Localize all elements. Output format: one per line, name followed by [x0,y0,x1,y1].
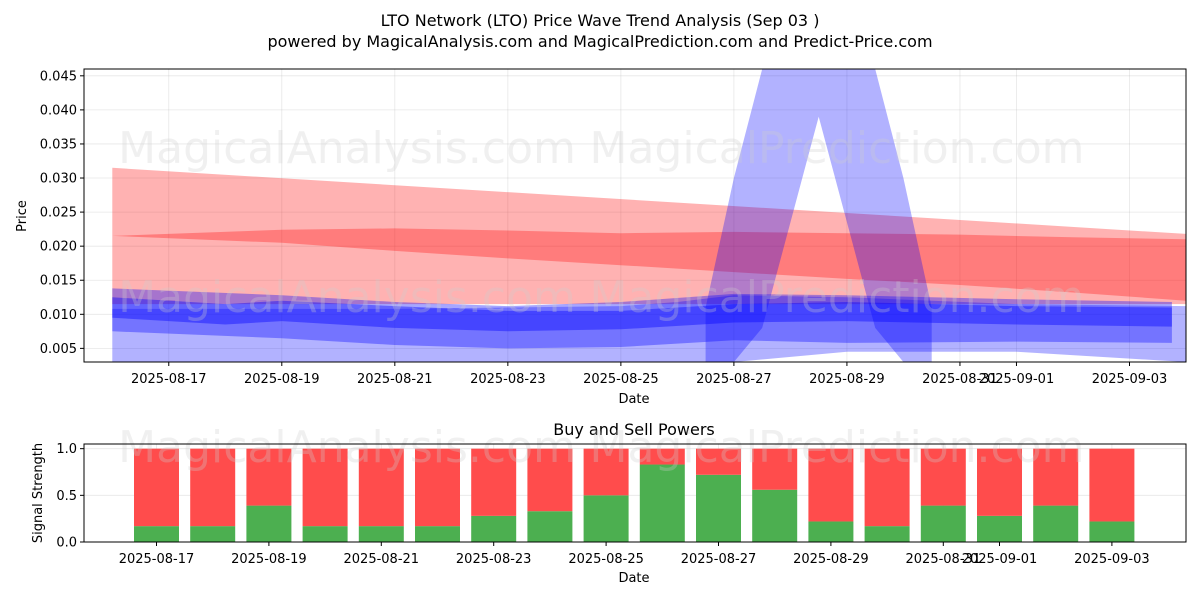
sell-bar [1033,448,1079,506]
price-xtick-label: 2025-08-31 [922,372,998,387]
price-xtick-label: 2025-09-01 [979,372,1055,387]
signal-ytick-label: 1.0 [56,442,77,457]
watermark-bottom-right: MagicalPrediction.com [590,422,1085,473]
signal-chart-title: Buy and Sell Powers [553,420,715,439]
band-blue-inner-band-2 [112,297,1172,332]
signal-xtick-label: 2025-08-21 [344,552,420,567]
buy-bar [977,515,1022,542]
signal-bars [134,448,1135,542]
price-ytick-label: 0.040 [40,103,77,118]
price-bands [112,69,1186,362]
sell-bar [583,448,629,496]
signal-xtick-label: 2025-08-19 [231,552,307,567]
signal-xtick-label: 2025-08-29 [793,552,869,567]
signal-x-ticks: 2025-08-17 2025-08-19 2025-08-21 2025-08-23… [119,542,1150,567]
buy-bar [415,526,460,542]
band-blue-inner-band-1 [112,288,1172,349]
price-ytick-label: 0.020 [40,240,77,255]
band-red-inner-band [112,228,1186,301]
band-red-wide-band [112,167,1186,305]
watermark-top-right: MagicalPrediction.com [590,123,1085,174]
sell-bar [471,448,517,516]
buy-bar [358,526,404,542]
chart-subtitle: powered by MagicalAnalysis.com and Magic… [267,32,932,51]
sell-bar [752,448,798,490]
signal-x-label: Date [618,571,649,586]
sell-bar [977,448,1022,516]
price-y-label: Price [15,200,30,232]
signal-chart: Buy and Sell Powers MagicalAnalysis.com … [31,420,1187,586]
signal-y-label: Signal Strength [31,443,46,543]
buy-bar [302,526,348,542]
price-xtick-label: 2025-08-23 [470,372,546,387]
watermark-mid-right: MagicalPrediction.com [590,272,1085,323]
price-x-ticks: 2025-08-17 2025-08-19 2025-08-21 2025-08-23… [131,362,1167,387]
sell-bar [358,448,404,527]
sell-bar [1089,448,1135,522]
price-y-ticks: 0.005 0.010 0.015 0.020 0.025 0.030 0.035 0.040… [40,69,84,357]
buy-bar [471,515,517,542]
buy-bar [639,464,685,542]
signal-ytick-label: 0.5 [56,489,77,504]
signal-xtick-label: 2025-08-31 [906,552,982,567]
signal-ytick-label: 0.0 [56,536,77,551]
signal-xtick-label: 2025-08-25 [568,552,644,567]
price-chart: MagicalAnalysis.com MagicalPrediction.co… [15,68,1187,407]
price-ytick-label: 0.005 [40,342,77,357]
sell-bar [246,448,292,506]
price-ytick-label: 0.010 [40,308,77,323]
price-xtick-label: 2025-08-21 [357,372,433,387]
watermark-bottom-left: MagicalAnalysis.com [118,422,576,473]
price-xtick-label: 2025-08-17 [131,372,207,387]
watermark-mid-left: MagicalAnalysis.com [118,272,576,323]
signal-xtick-label: 2025-08-27 [681,552,757,567]
buy-bar [527,511,573,542]
sell-bar [808,448,854,522]
price-xtick-label: 2025-08-29 [809,372,885,387]
buy-bar [920,505,966,542]
price-xtick-label: 2025-08-19 [244,372,320,387]
buy-bar [134,526,179,542]
price-x-label: Date [618,392,649,407]
sell-bar [415,448,460,527]
sell-bar [920,448,966,506]
sell-bar [190,448,236,527]
sell-bar [134,448,179,527]
price-ytick-label: 0.045 [40,69,77,84]
sell-bar [639,448,685,465]
chart-title: LTO Network (LTO) Price Wave Trend Analy… [381,11,820,30]
signal-xtick-label: 2025-08-23 [456,552,532,567]
signal-y-ticks: 0.0 0.5 1.0 [56,442,84,551]
price-ytick-label: 0.015 [40,274,77,289]
price-axes-frame [83,68,1187,363]
signal-xtick-label: 2025-09-03 [1074,552,1150,567]
buy-bar [246,505,292,542]
band-blue-spike-band [705,69,932,362]
watermark-top-left: MagicalAnalysis.com [118,123,576,174]
price-ytick-label: 0.025 [40,206,77,221]
buy-bar [190,526,236,542]
buy-bar [1033,505,1079,542]
price-xtick-label: 2025-09-03 [1092,372,1168,387]
buy-bar [1089,521,1135,542]
price-xtick-label: 2025-08-25 [583,372,659,387]
sell-bar [696,448,741,475]
sell-bar [302,448,348,527]
price-ytick-label: 0.035 [40,137,77,152]
sell-bar [864,448,910,527]
buy-bar [808,521,854,542]
price-grid [84,69,1186,362]
signal-xtick-label: 2025-08-17 [119,552,195,567]
price-xtick-label: 2025-08-27 [696,372,772,387]
sell-bar [527,448,573,512]
buy-bar [583,495,629,542]
price-ytick-label: 0.030 [40,172,77,187]
band-blue-base-band [112,295,1186,362]
buy-bar [696,474,741,542]
buy-bar [752,489,798,542]
signal-axes-frame [83,443,1187,543]
signal-xtick-label: 2025-09-01 [962,552,1038,567]
buy-bar [864,526,910,542]
